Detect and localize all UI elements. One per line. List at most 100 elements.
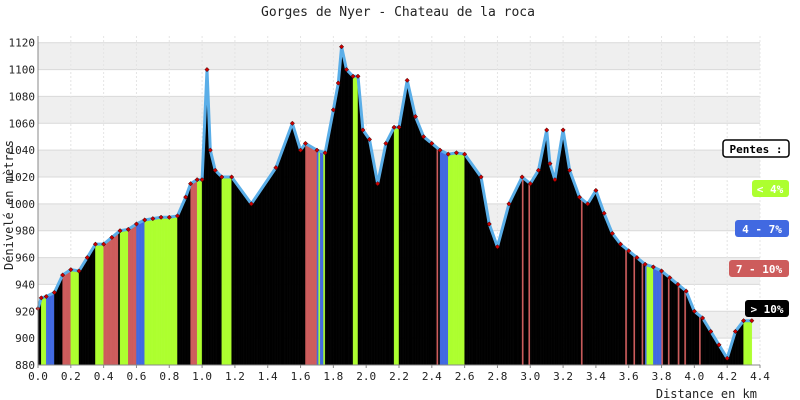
data-point (547, 161, 553, 167)
slope-segment (301, 145, 305, 366)
slope-segment (426, 138, 429, 366)
slope-segment (454, 152, 457, 366)
slope-segment (538, 162, 541, 366)
data-point (43, 293, 49, 300)
slope-segment (367, 136, 370, 366)
slope-segment (667, 275, 670, 366)
slope-segment (579, 196, 582, 366)
slope-segment (260, 186, 263, 366)
slope-segment (114, 232, 117, 366)
slope-segment (370, 148, 373, 366)
x-tick-label: 1.8 (323, 370, 343, 383)
slope-segment (651, 266, 654, 366)
data-point (125, 226, 131, 232)
slope-segment (598, 199, 602, 366)
slope-segment (178, 208, 181, 366)
slope-segment (256, 193, 259, 366)
data-point (322, 150, 328, 156)
slope-segment (669, 277, 672, 366)
data-point (667, 275, 673, 281)
data-point (302, 140, 309, 146)
slope-segment (279, 154, 282, 366)
data-point (421, 134, 427, 140)
y-tick-label: 1060 (9, 117, 36, 130)
slope-segment (272, 169, 275, 366)
y-tick-label: 1020 (9, 171, 36, 184)
slope-segment (416, 120, 419, 366)
slope-segment (461, 153, 464, 366)
slope-segment (415, 116, 418, 366)
slope-segment (300, 147, 303, 366)
slope-segment (502, 222, 505, 366)
slope-segment (493, 237, 497, 366)
slope-segment (449, 153, 452, 366)
slope-segment (237, 185, 241, 366)
slope-segment (541, 146, 544, 366)
data-point (535, 167, 542, 173)
slope-segment (139, 221, 142, 366)
slope-segment (479, 174, 482, 366)
slope-segment (351, 74, 354, 366)
slope-segment (523, 177, 526, 366)
slope-segment (490, 228, 493, 366)
slope-segment (103, 242, 106, 366)
x-tick-label: 1.4 (258, 370, 278, 383)
slope-segment (91, 246, 94, 366)
slope-segment (608, 225, 611, 366)
slope-segment (500, 228, 503, 366)
slope-segment (620, 243, 623, 366)
slope-segment (349, 72, 352, 366)
slope-segment (175, 215, 178, 366)
slope-segment (357, 76, 360, 366)
data-point (183, 194, 189, 200)
x-tick-label: 2.6 (455, 370, 475, 383)
slope-segment (431, 143, 434, 366)
slope-segment (292, 123, 295, 366)
slope-segment (282, 145, 285, 366)
slope-segment (497, 240, 500, 366)
slope-segment (402, 99, 405, 366)
x-tick-label: 4.0 (684, 370, 704, 383)
slope-segment (64, 272, 67, 366)
slope-segment (283, 140, 286, 366)
legend-swatch-steep (729, 260, 789, 277)
slope-segment (105, 241, 108, 366)
x-tick-label: 3.6 (619, 370, 639, 383)
slope-segment (303, 142, 306, 366)
slope-segment (443, 151, 446, 366)
slope-segment (515, 186, 518, 366)
y-tick-labels: 880 900 920 940 960 980 1000 1020 1040 1060 1080 11… (9, 37, 36, 372)
slope-segment (234, 180, 237, 366)
slope-segment (73, 269, 76, 366)
data-point (335, 80, 341, 86)
x-tick-label: 2.2 (389, 370, 409, 383)
slope-segment (228, 176, 231, 366)
slope-segment (469, 160, 472, 366)
slope-segment (331, 109, 334, 366)
slope-segment (239, 187, 242, 366)
y-tick-label: 1100 (9, 64, 36, 77)
slope-segment (196, 179, 200, 366)
data-point (289, 120, 295, 126)
slope-segment (528, 181, 531, 366)
slope-segment (740, 322, 743, 366)
slope-segment (70, 269, 73, 366)
chart-title: Gorges de Nyer - Chateau de la roca (261, 5, 535, 20)
slope-segment (510, 197, 513, 366)
data-point (560, 127, 566, 133)
data-point (683, 288, 689, 294)
slope-segment (185, 192, 188, 366)
y-tick-label: 980 (15, 225, 35, 238)
y-tick-label: 1080 (9, 90, 36, 103)
slope-segment (88, 251, 91, 366)
slope-segment (448, 153, 451, 366)
slope-segment (580, 198, 583, 366)
slope-segment (277, 158, 280, 366)
data-point (38, 295, 44, 301)
slope-segment (690, 303, 693, 366)
slope-segment (216, 171, 219, 366)
legend-title: Pentes : (730, 143, 783, 156)
slope-segment (694, 310, 697, 366)
slope-segment (82, 262, 85, 366)
legend-item-steep: 7 - 10% (729, 260, 789, 277)
